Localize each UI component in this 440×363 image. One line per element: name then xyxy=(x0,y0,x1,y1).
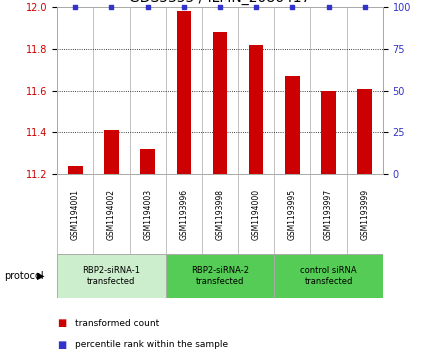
Point xyxy=(361,4,368,10)
Text: RBP2-siRNA-2
transfected: RBP2-siRNA-2 transfected xyxy=(191,266,249,286)
Bar xyxy=(274,254,383,298)
Point xyxy=(325,4,332,10)
Text: GSM1194001: GSM1194001 xyxy=(71,189,80,240)
Text: GSM1193995: GSM1193995 xyxy=(288,189,297,240)
Text: transformed count: transformed count xyxy=(75,319,159,327)
Text: percentile rank within the sample: percentile rank within the sample xyxy=(75,340,228,349)
Point xyxy=(180,4,187,10)
Text: ■: ■ xyxy=(57,318,66,328)
Text: GSM1193998: GSM1193998 xyxy=(216,189,224,240)
Text: RBP2-siRNA-1
transfected: RBP2-siRNA-1 transfected xyxy=(82,266,140,286)
Bar xyxy=(213,32,227,174)
Point xyxy=(216,4,224,10)
Text: ▶: ▶ xyxy=(37,271,45,281)
Point xyxy=(289,4,296,10)
Bar xyxy=(104,130,119,174)
Bar xyxy=(321,91,336,174)
Text: GSM1194003: GSM1194003 xyxy=(143,189,152,240)
Text: control siRNA
transfected: control siRNA transfected xyxy=(300,266,357,286)
Point xyxy=(108,4,115,10)
Point xyxy=(144,4,151,10)
Text: GSM1194000: GSM1194000 xyxy=(252,189,260,240)
Bar xyxy=(285,76,300,174)
Text: GSM1194002: GSM1194002 xyxy=(107,189,116,240)
Bar xyxy=(249,45,264,174)
Bar xyxy=(68,166,83,174)
Text: GSM1193999: GSM1193999 xyxy=(360,189,369,240)
Point xyxy=(72,4,79,10)
Bar xyxy=(140,149,155,174)
Bar xyxy=(57,254,166,298)
Text: protocol: protocol xyxy=(4,271,44,281)
Text: GSM1193996: GSM1193996 xyxy=(180,189,188,240)
Text: ■: ■ xyxy=(57,340,66,350)
Point xyxy=(253,4,260,10)
Bar xyxy=(166,254,274,298)
Bar xyxy=(176,12,191,174)
Title: GDS5355 / ILMN_2086417: GDS5355 / ILMN_2086417 xyxy=(129,0,311,5)
Text: GSM1193997: GSM1193997 xyxy=(324,189,333,240)
Bar xyxy=(357,89,372,174)
